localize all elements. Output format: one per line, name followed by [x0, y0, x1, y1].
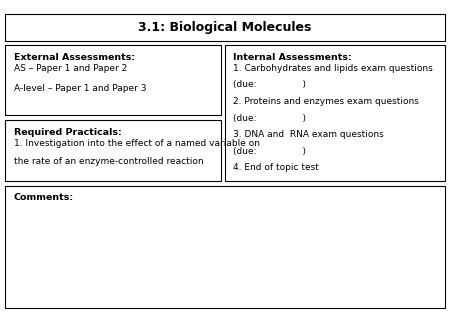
Text: Internal Assessments:: Internal Assessments: — [233, 53, 352, 62]
Text: 2. Proteins and enzymes exam questions: 2. Proteins and enzymes exam questions — [233, 97, 419, 106]
Bar — [5, 45, 220, 115]
Bar — [5, 186, 445, 308]
Text: Required Practicals:: Required Practicals: — [14, 128, 121, 137]
Bar — [5, 14, 445, 41]
Text: 4. End of topic test: 4. End of topic test — [233, 163, 319, 172]
Text: the rate of an enzyme-controlled reaction: the rate of an enzyme-controlled reactio… — [14, 157, 203, 166]
Text: (due:                ): (due: ) — [233, 114, 306, 123]
Text: Comments:: Comments: — [14, 193, 74, 202]
Text: AS – Paper 1 and Paper 2: AS – Paper 1 and Paper 2 — [14, 64, 127, 73]
Text: A-level – Paper 1 and Paper 3: A-level – Paper 1 and Paper 3 — [14, 84, 146, 93]
Bar — [225, 45, 445, 181]
Bar — [5, 120, 220, 181]
Text: 1. Carbohydrates and lipids exam questions: 1. Carbohydrates and lipids exam questio… — [233, 64, 433, 73]
Text: (due:                ): (due: ) — [233, 147, 306, 156]
Text: 3. DNA and  RNA exam questions: 3. DNA and RNA exam questions — [233, 130, 384, 139]
Text: External Assessments:: External Assessments: — [14, 53, 135, 62]
Text: 3.1: Biological Molecules: 3.1: Biological Molecules — [138, 21, 312, 34]
Text: 1. Investigation into the effect of a named variable on: 1. Investigation into the effect of a na… — [14, 139, 260, 148]
Text: (due:                ): (due: ) — [233, 80, 306, 90]
